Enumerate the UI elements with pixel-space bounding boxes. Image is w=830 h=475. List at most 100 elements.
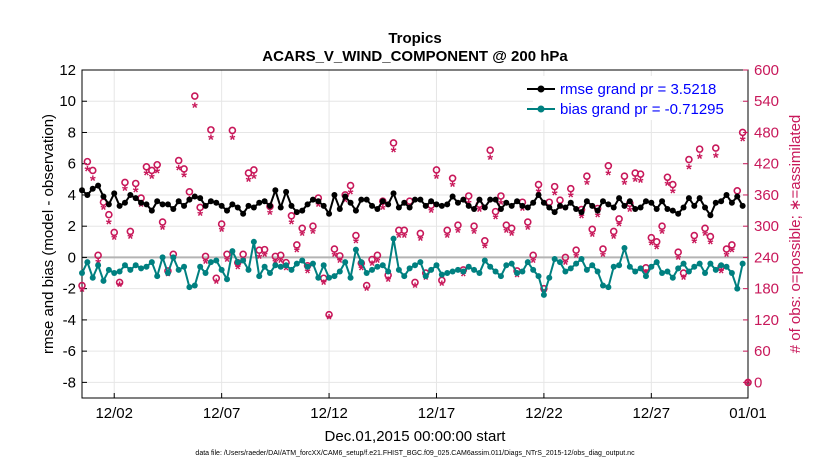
- rmse-point: [562, 204, 569, 211]
- obs-assimilated-point: *: [493, 211, 499, 228]
- rmse-point: [154, 198, 161, 205]
- obs-possible-point: [722, 245, 731, 253]
- rmse-point: [121, 199, 128, 206]
- bias-point: [132, 262, 139, 269]
- rmse-point: [320, 202, 327, 209]
- x-tick-label: 12/07: [203, 405, 241, 422]
- rmse-point: [481, 204, 488, 211]
- obs-assimilated-point: *: [509, 228, 515, 245]
- bias-point: [379, 262, 386, 269]
- obs-possible-point: [523, 218, 532, 226]
- rmse-point: [127, 191, 134, 198]
- obs-assimilated-point: *: [305, 265, 311, 282]
- obs-assimilated-point: *: [299, 228, 305, 245]
- obs-possible-point: [148, 166, 156, 175]
- obs-assimilated-point: *: [498, 196, 504, 213]
- y-tick-label: 8: [68, 124, 76, 141]
- rmse-point: [283, 188, 290, 195]
- bias-point: [111, 270, 118, 277]
- obs-assimilated-point: *: [659, 225, 665, 242]
- rmse-point: [712, 199, 719, 206]
- y2-tick-label: 540: [754, 93, 779, 110]
- rmse-point: [256, 199, 263, 206]
- obs-assimilated-point: *: [294, 244, 300, 261]
- obs-assimilated-point: *: [477, 204, 483, 221]
- rmse-point: [471, 206, 478, 213]
- obs-assimilated-point: *: [229, 132, 235, 149]
- rmse-point: [277, 204, 284, 211]
- bias-point: [352, 246, 359, 253]
- y-tick-label: -8: [63, 374, 76, 391]
- obs-assimilated-point: *: [724, 248, 730, 265]
- legend: rmse grand pr = 3.5218 bias grand pr = -…: [527, 76, 740, 120]
- bias-point: [95, 262, 102, 269]
- rmse-point: [417, 196, 424, 203]
- rmse-point: [266, 202, 273, 209]
- rmse-point: [707, 212, 714, 219]
- bias-point: [578, 255, 585, 262]
- obs-zero-assimilated-point: *: [745, 375, 751, 392]
- bias-point: [207, 259, 214, 266]
- obs-possible-point: [352, 231, 360, 240]
- y-tick-label: -2: [63, 281, 76, 298]
- obs-assimilated-point: *: [219, 223, 225, 240]
- obs-possible-point: [121, 178, 129, 187]
- obs-possible-point: [330, 245, 339, 253]
- obs-assimilated-point: *: [417, 233, 423, 250]
- obs-possible-point: [663, 173, 672, 182]
- bias-point: [723, 263, 730, 270]
- bias-point: [245, 266, 252, 273]
- bias-point: [331, 273, 338, 280]
- rmse-point: [637, 204, 644, 211]
- obs-assimilated-point: *: [342, 194, 348, 211]
- bias-point: [406, 265, 413, 272]
- rmse-point: [503, 199, 510, 206]
- bias-point: [315, 274, 322, 281]
- obs-assimilated-point: *: [579, 210, 585, 227]
- rmse-point: [336, 206, 343, 213]
- obs-possible-point: [647, 233, 656, 242]
- bias-point: [503, 262, 510, 269]
- bias-point: [422, 273, 429, 280]
- obs-assimilated-point: *: [675, 251, 681, 268]
- rmse-point: [148, 207, 155, 214]
- obs-possible-point: [368, 255, 376, 264]
- rmse-point: [138, 199, 145, 206]
- obs-assimilated-point: *: [154, 165, 160, 182]
- rmse-point: [261, 198, 268, 205]
- rmse-point: [734, 193, 741, 200]
- obs-possible-point: [212, 274, 221, 283]
- obs-assimilated-point: *: [321, 276, 327, 293]
- bias-point: [170, 254, 177, 261]
- obs-assimilated-point: *: [224, 254, 230, 271]
- obs-assimilated-point: *: [444, 230, 450, 247]
- obs-assimilated-point: *: [595, 209, 601, 226]
- obs-assimilated-point: *: [568, 189, 574, 206]
- rmse-point: [250, 204, 257, 211]
- x-tick-label: 01/01: [729, 405, 767, 422]
- rmse-point: [374, 206, 381, 213]
- obs-assimilated-point: *: [638, 174, 644, 191]
- bias-point: [514, 270, 521, 277]
- obs-assimilated-point: *: [525, 221, 531, 238]
- bias-point: [154, 273, 161, 280]
- obs-possible-point: [126, 227, 135, 236]
- obs-assimilated-point: *: [283, 262, 289, 279]
- rmse-point: [626, 198, 633, 205]
- bias-point: [444, 270, 451, 277]
- rmse-point: [696, 195, 703, 202]
- obs-possible-point: [620, 172, 629, 181]
- rmse-point: [460, 196, 467, 203]
- bias-point: [363, 270, 370, 277]
- x-tick-label: 12/12: [310, 405, 348, 422]
- obs-possible-point: [685, 155, 693, 164]
- bias-point: [562, 268, 569, 275]
- obs-possible-point: [486, 146, 494, 154]
- rmse-point: [675, 210, 682, 217]
- bias-point: [181, 263, 188, 270]
- obs-possible-point: [260, 245, 269, 254]
- obs-assimilated-point: *: [396, 230, 402, 247]
- y-tick-label: -6: [63, 343, 76, 360]
- y-tick-label: 12: [59, 62, 76, 79]
- obs-possible-point: [110, 228, 119, 237]
